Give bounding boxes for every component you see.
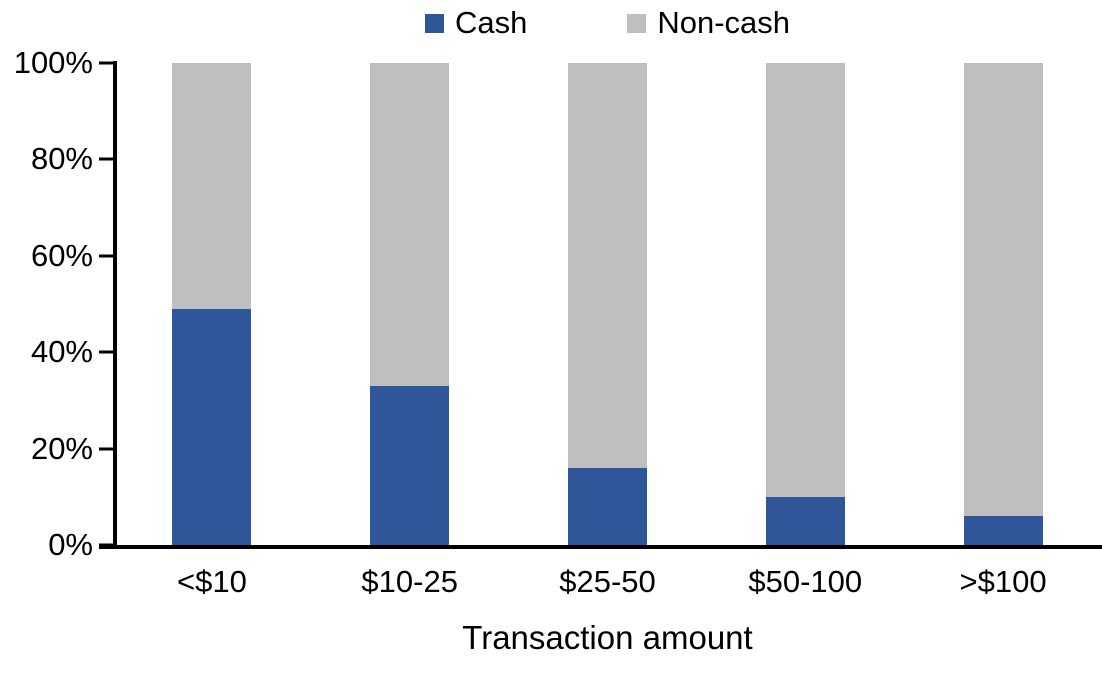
legend-label: Non-cash [657, 5, 791, 40]
plot-area [113, 63, 1102, 545]
x-axis-line [99, 545, 1102, 549]
y-tick-label: 0% [48, 527, 93, 562]
x-tick-label: $50-100 [748, 564, 863, 599]
bar-50-100 [706, 63, 904, 545]
bar-segment-cash[interactable] [963, 516, 1043, 545]
legend-swatch-cash [424, 13, 444, 33]
x-tick-label: $10-25 [361, 564, 458, 599]
y-tick-label: 40% [30, 334, 93, 370]
x-tick-label: >$100 [959, 564, 1047, 599]
y-axis-line [113, 61, 117, 545]
y-axis-ticks [99, 61, 114, 547]
bar-segment-cash[interactable] [567, 467, 647, 545]
bar-segment-non-cash[interactable] [567, 63, 647, 468]
bar-segment-cash[interactable] [765, 496, 845, 545]
legend-swatch-non-cash [627, 13, 647, 33]
bar-segment-non-cash[interactable] [963, 63, 1043, 517]
legend-item-non-cash[interactable]: Non-cash [627, 5, 791, 40]
legend: Cash Non-cash [113, 5, 1102, 40]
legend-item-cash[interactable]: Cash [424, 5, 528, 40]
y-tick-label: 20% [30, 430, 93, 466]
bar-25-50 [509, 63, 707, 545]
y-tick-label: 80% [30, 141, 93, 177]
bar-segment-non-cash[interactable] [765, 63, 845, 497]
y-tick-mark [99, 447, 114, 451]
y-tick-mark [99, 254, 114, 258]
y-tick-mark [99, 61, 114, 65]
bar-10-25 [311, 63, 509, 545]
bar-segment-cash[interactable] [370, 385, 450, 545]
legend-label: Cash [454, 5, 528, 40]
y-tick-mark [99, 157, 114, 161]
bar-10 [113, 63, 311, 545]
bar-100 [904, 63, 1102, 545]
x-axis-title: Transaction amount [462, 619, 753, 656]
y-tick-label: 100% [13, 45, 93, 80]
x-axis-labels: <$10 $10-25 $25-50 $50-100 >$100 [113, 564, 1102, 600]
bar-segment-non-cash[interactable] [370, 63, 450, 386]
y-tick-label: 60% [30, 237, 93, 273]
x-tick-label: <$10 [176, 564, 247, 599]
x-tick-label: $25-50 [559, 564, 656, 599]
y-tick-mark [99, 350, 114, 354]
y-axis-labels: 0% 20% 40% 60% 80% 100% [0, 45, 93, 562]
bar-segment-non-cash[interactable] [172, 63, 252, 309]
bar-segment-cash[interactable] [172, 308, 252, 545]
